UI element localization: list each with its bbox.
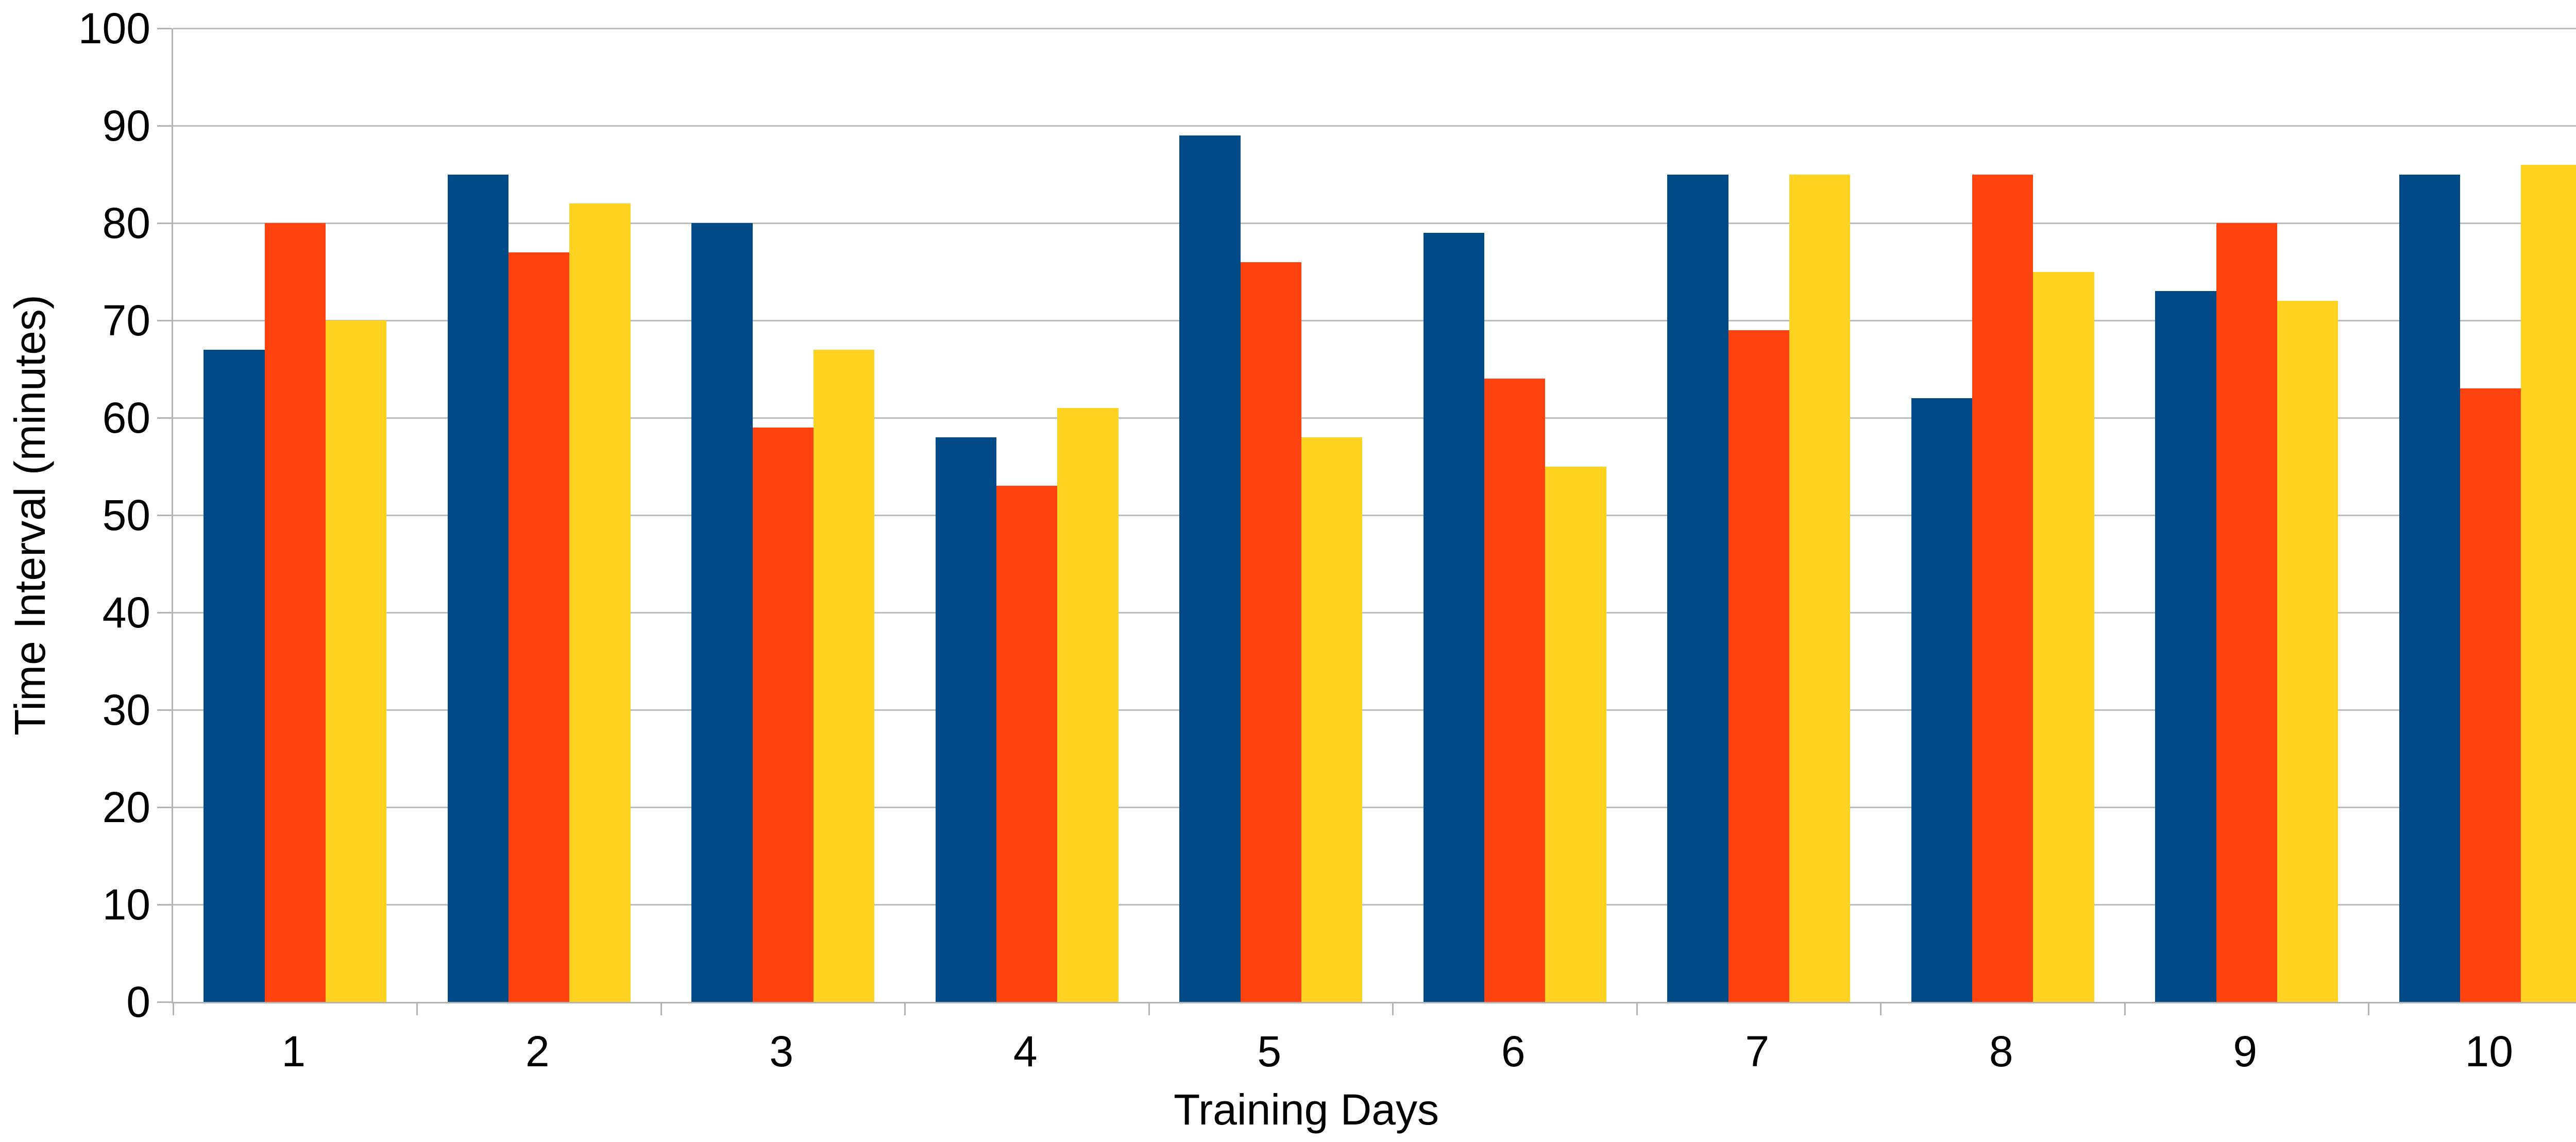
x-tick-label-2: 2: [525, 1027, 550, 1076]
gridline-60: [173, 417, 2576, 419]
bar-odour-2-day-7: [1789, 174, 1851, 1002]
gridline-40: [173, 611, 2576, 613]
y-tick-mark-80: [157, 222, 172, 224]
x-tick-label-1: 1: [281, 1027, 306, 1076]
bar-odour-2-day-9: [2277, 301, 2338, 1002]
x-tick-mark-6: [1636, 1002, 1638, 1015]
y-tick-mark-100: [157, 27, 172, 29]
bar-control-day-9: [2155, 291, 2216, 1002]
x-tick-label-10: 10: [2465, 1027, 2513, 1076]
y-tick-mark-0: [157, 1001, 172, 1003]
y-tick-mark-40: [157, 611, 172, 613]
x-tick-mark-2: [660, 1002, 662, 1015]
gridline-70: [173, 319, 2576, 321]
y-tick-mark-10: [157, 904, 172, 906]
bar-odour-1-day-10: [2460, 388, 2521, 1002]
y-tick-mark-60: [157, 417, 172, 419]
y-tick-label-30: 30: [102, 686, 150, 734]
x-tick-mark-5: [1392, 1002, 1394, 1015]
bar-odour-2-day-3: [813, 349, 875, 1002]
bar-odour-1-day-9: [2216, 223, 2277, 1002]
bar-odour-2-day-10: [2521, 164, 2576, 1002]
x-tick-mark-1: [416, 1002, 418, 1015]
y-tick-label-70: 70: [102, 296, 150, 345]
gridline-30: [173, 709, 2576, 711]
x-tick-mark-8: [2124, 1002, 2126, 1015]
bar-odour-1-day-8: [1972, 174, 2033, 1002]
bar-odour-2-day-8: [2033, 271, 2094, 1002]
y-tick-label-10: 10: [102, 880, 150, 929]
bar-control-day-6: [1423, 232, 1485, 1002]
gridline-100: [173, 27, 2576, 29]
y-tick-label-0: 0: [126, 978, 150, 1026]
bar-odour-2-day-5: [1301, 437, 1363, 1002]
x-tick-label-9: 9: [2233, 1027, 2258, 1076]
y-tick-label-100: 100: [78, 4, 150, 53]
bar-control-day-10: [2399, 174, 2461, 1002]
gridline-20: [173, 806, 2576, 808]
bar-odour-1-day-7: [1728, 330, 1789, 1002]
bar-control-day-7: [1667, 174, 1728, 1002]
y-tick-label-60: 60: [102, 394, 150, 442]
bar-odour-2-day-1: [325, 320, 387, 1002]
bar-odour-2-day-4: [1057, 408, 1118, 1002]
x-tick-label-6: 6: [1501, 1027, 1526, 1076]
bar-odour-1-day-3: [752, 427, 814, 1002]
y-tick-label-20: 20: [102, 783, 150, 831]
x-tick-mark-4: [1148, 1002, 1150, 1015]
y-tick-label-80: 80: [102, 199, 150, 247]
y-tick-mark-20: [157, 806, 172, 808]
bar-odour-2-day-6: [1545, 466, 1606, 1002]
bar-control-day-1: [204, 349, 265, 1002]
bar-odour-1-day-5: [1240, 262, 1301, 1002]
y-tick-mark-50: [157, 514, 172, 516]
y-tick-label-40: 40: [102, 588, 150, 637]
x-axis-title: Training Days: [1173, 1085, 1439, 1134]
y-tick-mark-90: [157, 125, 172, 127]
y-tick-mark-70: [157, 319, 172, 321]
x-tick-mark-9: [2368, 1002, 2369, 1015]
bar-control-day-8: [1911, 398, 1973, 1002]
x-tick-mark-0: [172, 1002, 174, 1015]
x-tick-mark-7: [1880, 1002, 1882, 1015]
plot-area: [157, 27, 2576, 1015]
x-tick-label-7: 7: [1745, 1027, 1770, 1076]
bar-control-day-4: [935, 437, 997, 1002]
bar-odour-1-day-1: [264, 223, 326, 1002]
bar-odour-1-day-6: [1484, 379, 1546, 1002]
gridline-50: [173, 514, 2576, 516]
bar-odour-1-day-2: [509, 252, 570, 1002]
gridline-80: [173, 222, 2576, 224]
bar-control-day-2: [447, 174, 509, 1002]
bar-odour-2-day-2: [569, 203, 631, 1002]
x-tick-label-5: 5: [1257, 1027, 1282, 1076]
gridline-90: [173, 125, 2576, 127]
bar-control-day-3: [691, 223, 753, 1002]
bar-odour-1-day-4: [996, 486, 1058, 1002]
x-tick-label-3: 3: [769, 1027, 794, 1076]
gridline-10: [173, 904, 2576, 906]
x-tick-label-8: 8: [1989, 1027, 2013, 1076]
x-tick-mark-3: [904, 1002, 906, 1015]
y-tick-label-50: 50: [102, 491, 150, 539]
x-tick-label-4: 4: [1013, 1027, 1038, 1076]
y-tick-mark-30: [157, 709, 172, 711]
bar-control-day-5: [1179, 135, 1241, 1002]
y-tick-label-90: 90: [102, 101, 150, 150]
